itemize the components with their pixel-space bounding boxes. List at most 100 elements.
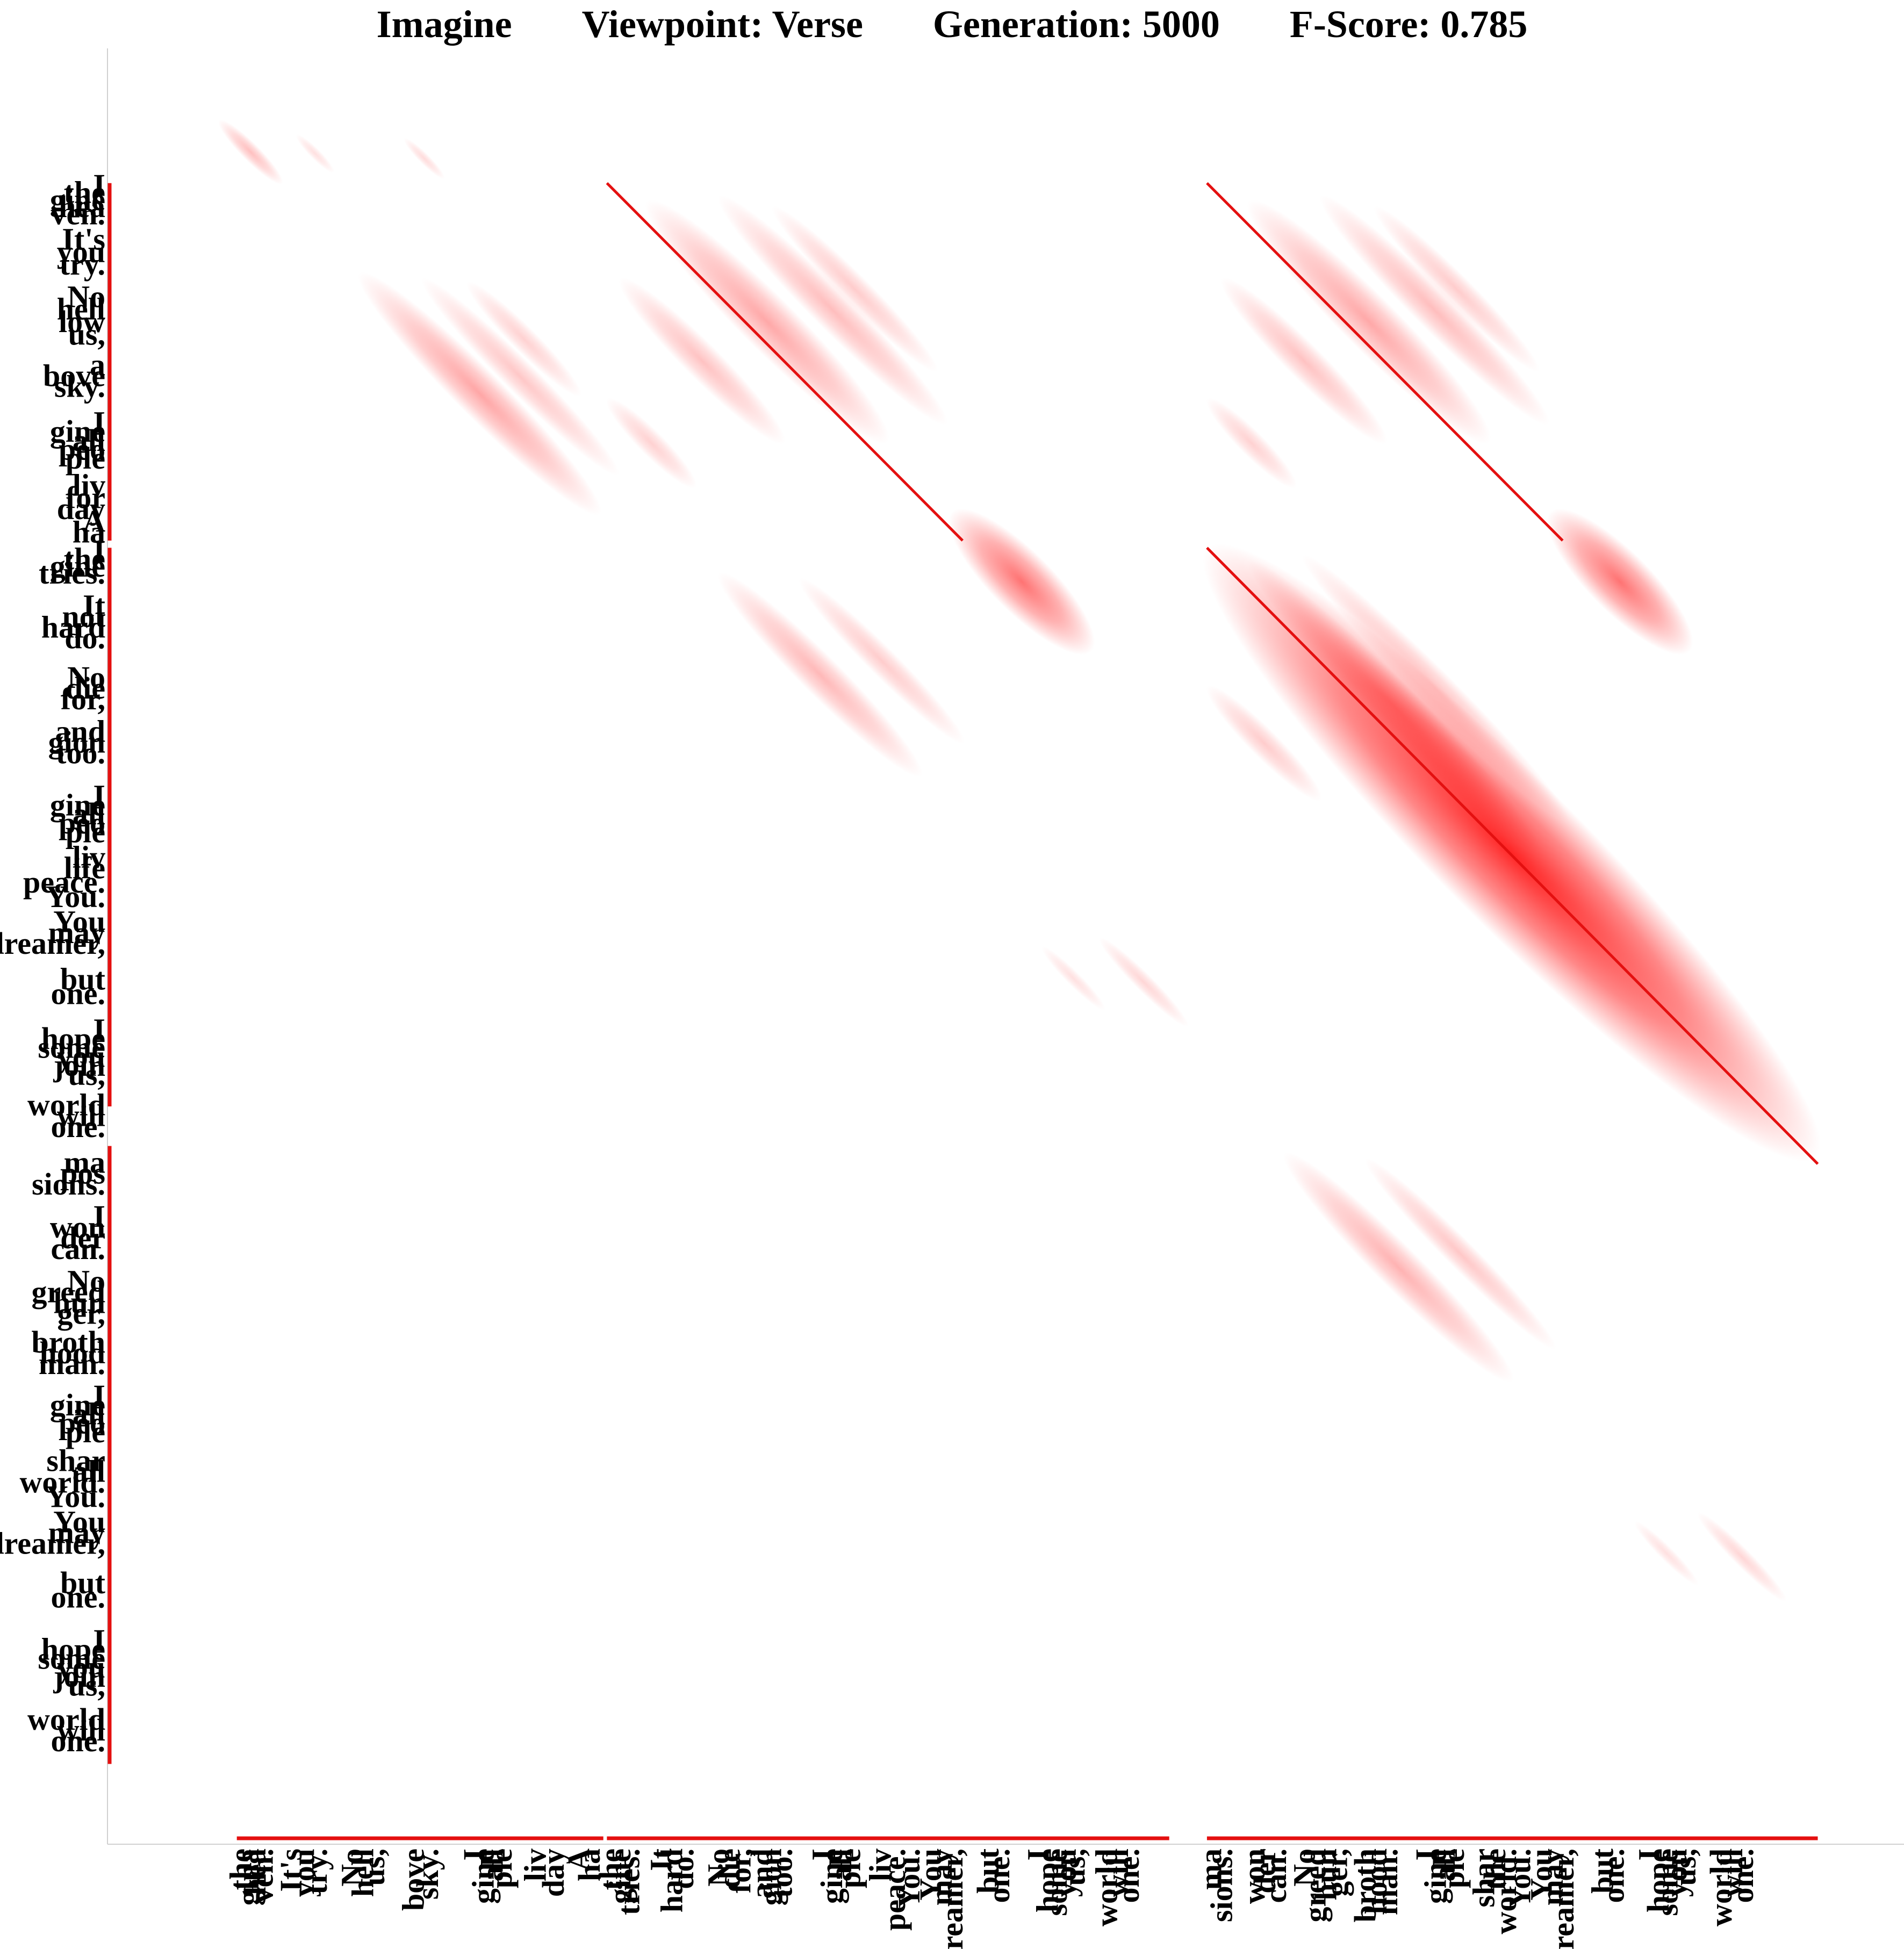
y-tick-label: you: [57, 1650, 105, 1685]
x-tick-label: ple: [832, 1849, 867, 1888]
y-tick-label: all: [73, 1454, 105, 1489]
y-tick-label: try.: [60, 247, 105, 282]
heat-band-25: [1206, 685, 1323, 802]
x-tick-label: I: [1409, 1849, 1444, 1861]
title-fscore: F-Score: 0.785: [1289, 2, 1528, 46]
x-tick-label: hard: [655, 1849, 689, 1912]
x-tick-label: You.: [892, 1849, 926, 1908]
y-tick-label: A: [83, 504, 105, 538]
y-tick-label: You: [53, 904, 105, 939]
heat-band-27: [1364, 1157, 1556, 1350]
x-tick-label: some: [1039, 1849, 1074, 1916]
y-tick-label: will: [57, 1713, 105, 1747]
diagonal-trace-1: [1206, 182, 1564, 542]
x-tick-label: us,: [1057, 1849, 1092, 1886]
x-tick-label: dreamer,: [935, 1849, 969, 1949]
heat-band-10: [606, 398, 697, 488]
x-tick-label: won: [1237, 1849, 1271, 1904]
x-tick-label: bove: [396, 1849, 430, 1911]
x-tick-label: too.: [764, 1849, 799, 1898]
y-tick-label: world.: [20, 1465, 106, 1500]
x-tick-label: may: [924, 1849, 959, 1905]
y-tick-label: ple: [66, 815, 105, 850]
y-tick-label: You.: [46, 879, 105, 914]
diagonal-layer: [606, 182, 1819, 1165]
x-tick-label: the: [223, 1849, 258, 1890]
y-tick-label: won: [50, 1210, 105, 1245]
y-tick-label: us,: [68, 317, 105, 352]
heat-band-9: [618, 277, 786, 445]
y-tick-label: us,: [68, 1667, 105, 1702]
y-tick-label: No: [67, 660, 105, 695]
y-tick-label: day: [57, 491, 105, 526]
x-tick-label: gine: [602, 1849, 637, 1904]
y-tick-label: join: [53, 1659, 105, 1694]
heat-band-5: [466, 281, 582, 397]
x-tick-label: gion: [753, 1849, 788, 1905]
y-tick-label: hea: [59, 189, 105, 224]
y-tick-label: pos: [60, 1156, 105, 1191]
x-tick-label: and: [744, 1849, 779, 1899]
x-tick-label: broth: [1348, 1849, 1383, 1923]
heat-band-7: [717, 195, 948, 426]
x-tick-label: but: [971, 1848, 1005, 1894]
heat-band-18: [1373, 206, 1540, 372]
x-tick-label: die: [712, 1849, 747, 1888]
x-tick-label: us,: [356, 1849, 391, 1886]
y-tick-label: world: [27, 1088, 105, 1123]
x-tick-label: sions.: [1204, 1849, 1239, 1922]
y-tick-label: for,: [61, 681, 105, 716]
x-tick-label: You.: [1503, 1849, 1537, 1908]
y-tick-label: shar: [46, 1443, 105, 1478]
y-tick-label: and: [55, 714, 105, 749]
y-tick-label: peo: [59, 1405, 105, 1440]
y-tick-label: I: [93, 779, 105, 814]
y-tick-label: ger,: [57, 1296, 105, 1331]
y-tick-label: I: [93, 1199, 105, 1234]
y-tick-label: ven.: [51, 197, 106, 232]
y-tick-label: all: [73, 423, 105, 458]
x-tick-label: hope: [1030, 1849, 1065, 1912]
x-tick-label: but: [1585, 1848, 1620, 1894]
x-tick-label: gine: [1418, 1849, 1453, 1904]
y-tick-label: sions.: [32, 1167, 105, 1202]
x-tick-label: one.: [1111, 1849, 1146, 1903]
x-tick-label: world: [1089, 1849, 1124, 1926]
x-tick-label: gine: [466, 1849, 501, 1904]
x-tick-label: some: [1650, 1849, 1685, 1916]
x-tick-label: try.: [299, 1849, 334, 1894]
y-tick-label: hun: [53, 1285, 105, 1320]
x-tick-label: will: [1100, 1849, 1135, 1897]
x-tick-label: you: [286, 1849, 321, 1897]
x-tick-label: You: [913, 1849, 948, 1901]
axis-layer: [107, 48, 1904, 1845]
y-tick-label: I: [93, 1012, 105, 1047]
x-tick-label: world.: [1488, 1849, 1523, 1934]
y-tick-label: No: [67, 279, 105, 314]
y-tick-label: for: [66, 480, 105, 515]
heat-band-11: [949, 508, 1095, 655]
y-tick-label: world: [27, 1702, 105, 1737]
y-tick-label: not: [62, 599, 105, 634]
y-tick-label: the: [64, 541, 105, 576]
title-generation: Generation: 5000: [932, 2, 1220, 46]
y-tick-label: a: [90, 347, 105, 382]
x-tick-label: I: [457, 1849, 492, 1861]
heat-band-15: [1098, 937, 1189, 1027]
x-tick-label: liv: [518, 1849, 553, 1881]
x-tick-label: all: [475, 1849, 509, 1881]
heat-band-3: [357, 271, 602, 516]
x-tick-label: I: [1021, 1849, 1056, 1861]
x-tick-label: may: [1535, 1849, 1570, 1905]
segment-markers: [107, 183, 1818, 1840]
title-viewpoint: Viewpoint: Verse: [581, 2, 863, 46]
x-tick-label: der: [1247, 1849, 1282, 1894]
x-tick-label: ma: [1194, 1849, 1228, 1890]
x-tick-label: ple: [484, 1849, 519, 1888]
y-tick-label: gine: [50, 549, 105, 584]
x-tick-label: man.: [1369, 1849, 1404, 1915]
x-tick-label: one.: [1725, 1849, 1760, 1903]
heat-band-0: [218, 119, 283, 185]
y-tick-label: peo: [59, 431, 105, 466]
x-tick-label: No: [1287, 1849, 1321, 1887]
